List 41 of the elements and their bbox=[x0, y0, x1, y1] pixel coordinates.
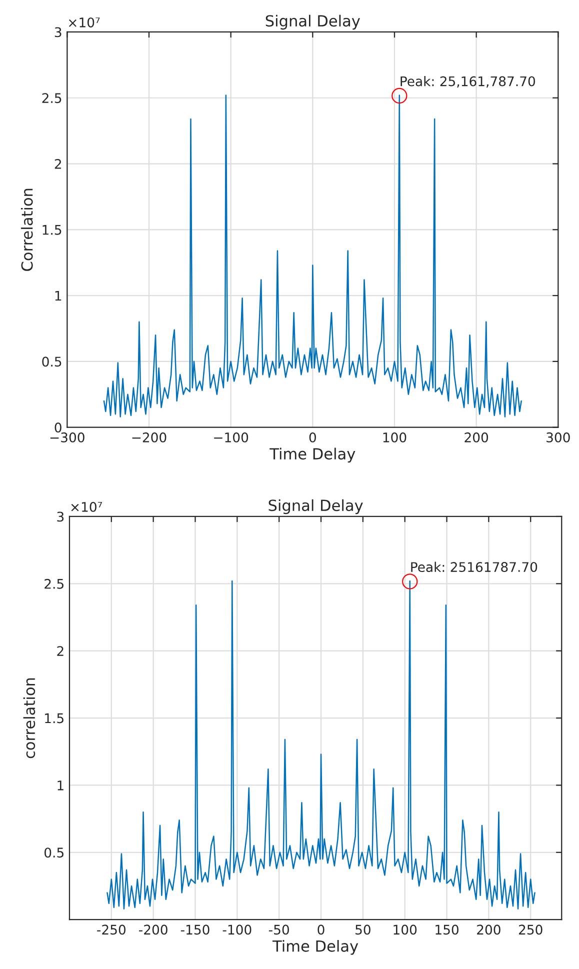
x-tick-label: 200 bbox=[477, 924, 500, 935]
y-tick-label: 1 bbox=[55, 290, 62, 301]
x-tick-label: 0 bbox=[318, 924, 324, 935]
text: ×10⁷ bbox=[71, 502, 102, 512]
x-tick-label: 200 bbox=[464, 432, 488, 442]
x-tick-label: -250 bbox=[97, 924, 126, 935]
y-tick-label: 1 bbox=[58, 780, 64, 790]
x-tick-label: 0 bbox=[309, 432, 316, 442]
x-tick-label: 100 bbox=[394, 924, 417, 935]
y-tick-label: 2.5 bbox=[42, 93, 62, 104]
x-tick-label: −200 bbox=[132, 432, 166, 442]
y-tick-label: 2 bbox=[57, 646, 64, 656]
x-tick-label: 150 bbox=[436, 924, 458, 935]
text: ×10⁷ bbox=[68, 17, 100, 28]
y-tick-label: 1.5 bbox=[42, 225, 62, 235]
x-tick-label: -200 bbox=[138, 924, 168, 935]
y-tick-label: 0.5 bbox=[44, 848, 64, 858]
x-tick-label: -50 bbox=[268, 924, 289, 935]
x-axis-title: Time Delay bbox=[270, 448, 356, 463]
x-tick-label: 300 bbox=[546, 432, 570, 442]
y-tick-label: 3 bbox=[54, 27, 62, 38]
x-tick-label: −100 bbox=[214, 432, 248, 442]
annotation: Peak: 25,161,787.70 bbox=[400, 76, 536, 88]
x-tick-label: -100 bbox=[222, 924, 252, 935]
y-axis-title: Correlation bbox=[20, 188, 33, 271]
y-tick-label: 2 bbox=[54, 158, 61, 169]
x-tick-label: 250 bbox=[518, 924, 542, 935]
x-tick-label: -150 bbox=[180, 924, 210, 935]
annotation: Peak: 25161787.70 bbox=[411, 562, 538, 572]
x-tick-label: −300 bbox=[50, 432, 84, 442]
chart-title: Signal Delay bbox=[266, 14, 360, 30]
x-axis-title: Time Delay bbox=[272, 940, 358, 955]
y-tick-label: 0 bbox=[54, 422, 62, 433]
y-tick-label: 3 bbox=[57, 512, 64, 522]
y-tick-label: 2.5 bbox=[44, 578, 64, 589]
chart-title: Signal Delay bbox=[268, 499, 363, 514]
x-tick-label: 50 bbox=[356, 924, 370, 935]
y-tick-label: 1.5 bbox=[45, 713, 64, 724]
x-tick-label: 100 bbox=[383, 432, 406, 442]
y-axis-title: correlation bbox=[23, 678, 36, 758]
y-tick-label: 0.5 bbox=[42, 356, 62, 367]
